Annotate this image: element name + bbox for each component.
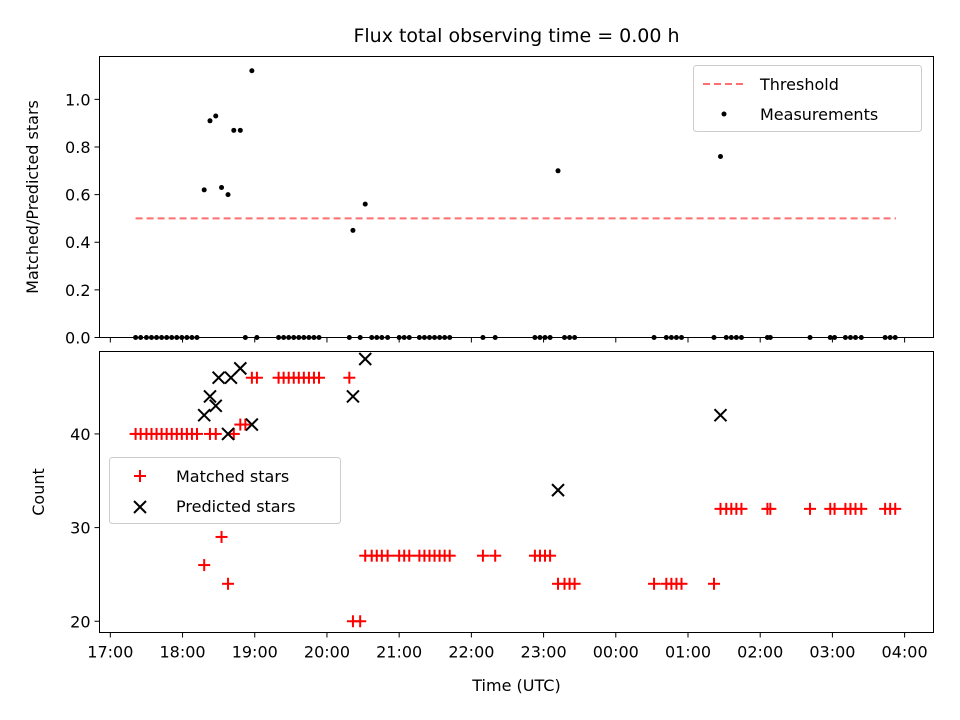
matched-legend-label: Matched stars bbox=[176, 467, 289, 486]
ratio-y-tick-label: 0.8 bbox=[65, 138, 90, 157]
count-plot-frame bbox=[99, 351, 934, 633]
matched-star-point bbox=[544, 549, 557, 562]
measurement-point bbox=[555, 168, 561, 174]
measurement-point bbox=[237, 127, 243, 133]
predicted-star-point bbox=[245, 417, 259, 432]
predicted-star-point bbox=[233, 361, 248, 376]
threshold-legend-label: Threshold bbox=[759, 75, 839, 94]
predicted-star-point bbox=[346, 389, 360, 404]
matched-star-point bbox=[215, 530, 228, 543]
measurement-point bbox=[249, 68, 255, 74]
predicted-star-point bbox=[551, 483, 565, 497]
ratio-y-tick-label: 0.6 bbox=[65, 186, 90, 205]
measurement-point bbox=[717, 154, 723, 160]
ratio-plot-frame bbox=[99, 56, 934, 338]
measurement-point bbox=[213, 113, 219, 119]
predicted-star-point bbox=[713, 408, 728, 422]
predicted-legend-label: Predicted stars bbox=[176, 497, 296, 516]
ratio-legend-box bbox=[693, 65, 922, 132]
measurement-point bbox=[231, 127, 237, 133]
x-tick-label: 21:00 bbox=[376, 643, 422, 662]
matched-star-point bbox=[707, 577, 720, 590]
matched-star-point bbox=[443, 549, 456, 562]
ratio-x-ticks bbox=[109, 337, 906, 343]
matched-star-point bbox=[764, 502, 777, 515]
predicted-star-point bbox=[221, 427, 235, 441]
x-tick-label: 04:00 bbox=[882, 643, 928, 662]
matched-star-point bbox=[403, 549, 416, 562]
matched-star-point bbox=[227, 427, 240, 440]
x-tick-label: 19:00 bbox=[232, 643, 278, 662]
matched-star-point bbox=[381, 549, 394, 562]
matched-star-point bbox=[313, 371, 326, 384]
measurements-legend-swatch bbox=[721, 111, 727, 117]
count-y-tick-label: 30 bbox=[70, 519, 90, 538]
x-tick-label: 01:00 bbox=[665, 643, 711, 662]
predicted-star-point bbox=[211, 371, 226, 385]
ratio-y-tick-label: 1.0 bbox=[65, 90, 90, 109]
count-y-axis: 20 30 40 bbox=[70, 425, 100, 631]
x-tick-label: 23:00 bbox=[521, 643, 567, 662]
measurement-point bbox=[362, 201, 368, 207]
matched-star-point bbox=[250, 371, 263, 384]
matched-star-point bbox=[675, 577, 688, 590]
predicted-star-point bbox=[203, 389, 217, 404]
measurement-point bbox=[219, 184, 225, 190]
count-y-tick-label: 20 bbox=[70, 612, 90, 631]
ratio-y-axis-label: Matched/Predicted stars bbox=[23, 100, 42, 294]
matched-star-point bbox=[804, 502, 817, 515]
ratio-legend: Threshold Measurements bbox=[693, 65, 922, 132]
measurement-point bbox=[350, 227, 356, 233]
matched-star-point bbox=[209, 427, 222, 440]
x-axis-label: Time (UTC) bbox=[471, 676, 560, 695]
measurement-point bbox=[225, 192, 231, 198]
ratio-y-tick-label: 0.4 bbox=[65, 233, 90, 252]
count-x-axis: 17:00 18:00 19:00 20:00 21:00 22:00 23:00 00:00… bbox=[87, 632, 928, 662]
x-tick-label: 03:00 bbox=[809, 643, 855, 662]
predicted-star-point bbox=[197, 408, 211, 422]
measurement-point bbox=[201, 187, 207, 193]
matched-legend-swatch bbox=[134, 470, 146, 482]
x-tick-label: 20:00 bbox=[304, 643, 350, 662]
ratio-y-tick-label: 0.2 bbox=[65, 281, 90, 300]
matched-star-point bbox=[648, 577, 661, 590]
measurements-legend-label: Measurements bbox=[760, 105, 878, 124]
matched-star-point bbox=[239, 418, 252, 431]
x-tick-label: 02:00 bbox=[737, 643, 783, 662]
matched-star-point bbox=[828, 502, 841, 515]
matched-star-point bbox=[855, 502, 868, 515]
count-panel: 20 30 40 17:00 18:00 19:00 20:00 21:00 22:00 23:… bbox=[29, 351, 934, 695]
matched-star-point bbox=[343, 371, 356, 384]
matched-star-point bbox=[198, 559, 211, 572]
x-tick-label: 00:00 bbox=[593, 643, 639, 662]
count-y-axis-label: Count bbox=[29, 468, 48, 516]
ratio-y-axis: 0.0 0.2 0.4 0.6 0.8 1.0 bbox=[65, 90, 100, 348]
matched-star-point bbox=[190, 427, 203, 440]
measurement-point bbox=[207, 118, 213, 124]
matched-star-point bbox=[222, 577, 235, 590]
count-y-tick-label: 40 bbox=[70, 425, 90, 444]
ratio-y-tick-label: 0.0 bbox=[65, 329, 90, 348]
x-tick-label: 22:00 bbox=[448, 643, 494, 662]
count-legend: Matched stars Predicted stars bbox=[109, 457, 341, 524]
count-legend-box bbox=[109, 457, 341, 524]
predicted-legend-swatch bbox=[133, 500, 147, 514]
predicted-star-point bbox=[209, 399, 223, 413]
matched-star-point bbox=[354, 615, 367, 628]
count-marks bbox=[129, 352, 902, 628]
x-tick-label: 17:00 bbox=[87, 643, 133, 662]
predicted-star-point bbox=[358, 352, 372, 366]
x-tick-label: 18:00 bbox=[159, 643, 205, 662]
matched-star-point bbox=[568, 577, 581, 590]
matched-star-point bbox=[476, 549, 489, 562]
matched-star-point bbox=[889, 502, 902, 515]
chart-title: Flux total observing time = 0.00 h bbox=[353, 25, 679, 47]
matched-star-point bbox=[735, 502, 748, 515]
matched-star-point bbox=[489, 549, 502, 562]
ratio-panel: 0.0 0.2 0.4 0.6 0.8 1.0 Matched/Predicted sta… bbox=[23, 56, 934, 348]
